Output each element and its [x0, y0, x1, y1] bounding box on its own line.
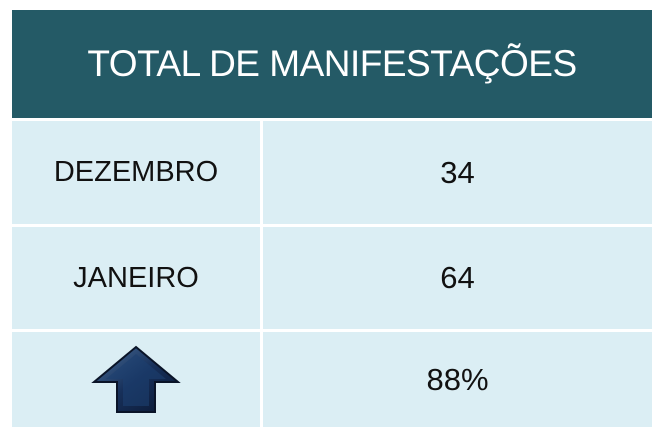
row-value: 88%	[263, 332, 652, 427]
up-arrow-icon	[91, 345, 181, 413]
table: TOTAL DE MANIFESTAÇÕES DEZEMBRO 34 JANEI…	[12, 10, 652, 427]
row-value: 64	[263, 227, 652, 329]
table-title: TOTAL DE MANIFESTAÇÕES	[12, 10, 652, 118]
row-label: JANEIRO	[12, 227, 260, 329]
arrow-cell	[12, 332, 260, 427]
row-value: 34	[263, 121, 652, 224]
row-label: DEZEMBRO	[12, 121, 260, 224]
